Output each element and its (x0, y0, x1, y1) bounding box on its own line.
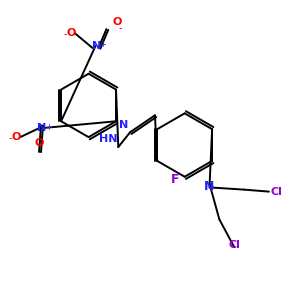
Text: O: O (12, 132, 21, 142)
Text: Cl: Cl (271, 187, 283, 196)
Text: O: O (34, 138, 44, 148)
Text: HN: HN (99, 134, 117, 144)
Text: O: O (112, 17, 122, 27)
Text: -: - (63, 29, 67, 39)
Text: N: N (119, 120, 128, 130)
Text: +: + (100, 40, 106, 50)
Text: Cl: Cl (228, 240, 240, 250)
Text: +: + (45, 123, 52, 132)
Text: N: N (92, 41, 101, 51)
Text: -: - (9, 133, 12, 143)
Text: F: F (171, 173, 180, 186)
Text: -: - (118, 23, 122, 33)
Text: N: N (38, 123, 46, 133)
Text: N: N (204, 180, 214, 193)
Text: O: O (66, 28, 75, 38)
